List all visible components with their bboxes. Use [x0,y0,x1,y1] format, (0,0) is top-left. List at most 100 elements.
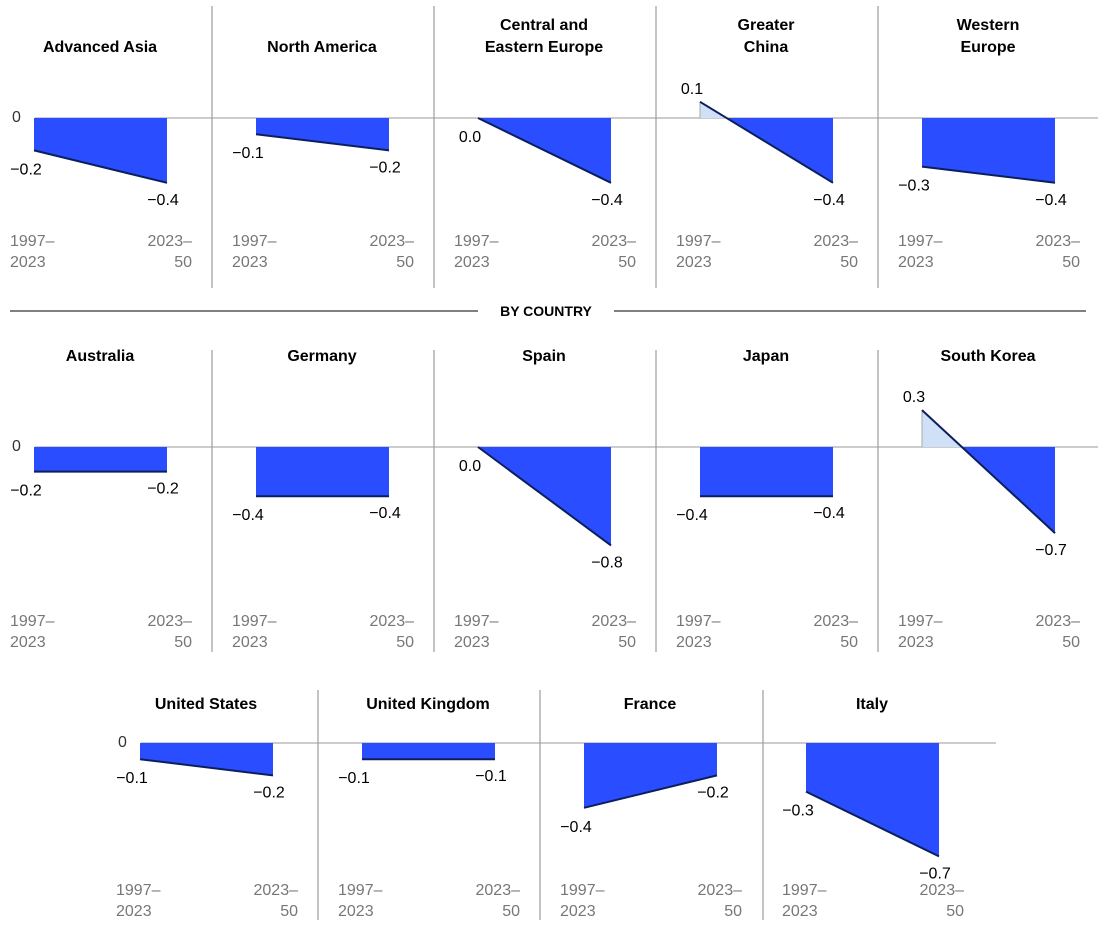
value-label-end: −0.2 [253,784,285,801]
panel-title: Spain [522,348,566,365]
x-tick-label: 50 [280,903,298,920]
value-label-end: −0.2 [147,481,179,498]
x-tick-label: 50 [1062,634,1080,651]
value-label-start: −0.1 [338,770,370,787]
x-tick-label: 2023 [232,254,268,271]
x-tick-label: 50 [618,254,636,271]
x-tick-label: 2023 [10,634,46,651]
x-tick-label: 1997– [10,613,55,630]
value-label-start: 0.0 [459,458,481,475]
panel: Central and Eastern Europe 0.0 −0.4 1997– 202… [454,17,636,271]
x-tick-label: 2023 [676,634,712,651]
x-tick-label: 1997– [232,233,277,250]
value-label-end: −0.2 [697,784,729,801]
trend-line [139,758,274,777]
panel-title: Greater [738,17,795,34]
x-tick-label: 2023– [814,613,859,630]
x-tick-label: 2023– [814,233,859,250]
panel-title: Europe [960,39,1015,56]
x-tick-label: 1997– [454,613,499,630]
x-tick-label: 1997– [232,613,277,630]
panel: Advanced Asia −0.2 −0.4 1997– 2023 2023– 50 [10,39,192,271]
trend-line [921,165,1056,184]
panel: Italy −0.3 −0.7 1997– 2023 2023– 50 [782,696,964,920]
negative-area [922,118,1055,183]
negative-area [140,743,273,776]
x-tick-label: 1997– [676,233,721,250]
zero-label: 0 [118,734,127,751]
value-label-end: −0.7 [1035,542,1067,559]
x-tick-label: 2023 [338,903,374,920]
panel-title: France [624,696,677,713]
x-tick-label: 2023 [10,254,46,271]
x-tick-label: 50 [396,634,414,651]
value-label-end: −0.4 [813,505,845,522]
panel-title: Western [957,17,1020,34]
trend-line [699,100,834,184]
x-tick-label: 50 [502,903,520,920]
x-tick-label: 2023 [454,634,490,651]
x-tick-label: 1997– [338,882,383,899]
trend-line [477,446,612,547]
value-label-end: −0.7 [919,865,951,882]
negative-area [584,743,717,808]
x-tick-label: 1997– [560,882,605,899]
x-tick-label: 50 [618,634,636,651]
negative-area [256,118,389,151]
x-tick-label: 50 [840,634,858,651]
x-tick-label: 2023– [148,613,193,630]
value-label-start: −0.4 [560,819,592,836]
x-tick-label: 1997– [454,233,499,250]
value-label-end: −0.4 [369,505,401,522]
panel-title: United States [155,696,257,713]
x-tick-label: 50 [946,903,964,920]
x-tick-label: 1997– [676,613,721,630]
trend-line [583,774,718,809]
x-tick-label: 2023– [1036,613,1081,630]
value-label-end: −0.1 [475,768,507,785]
negative-area [34,447,167,472]
value-label-start: −0.2 [10,161,42,178]
panel: Australia −0.2 −0.2 1997– 2023 2023– 50 [10,348,192,651]
x-tick-label: 2023– [592,233,637,250]
panel: Western Europe −0.3 −0.4 1997– 2023 2023– 50 [898,17,1080,271]
x-tick-label: 50 [724,903,742,920]
value-label-start: 0.3 [903,389,925,406]
negative-area [700,447,833,497]
x-tick-label: 50 [396,254,414,271]
x-tick-label: 50 [1062,254,1080,271]
x-tick-label: 1997– [782,882,827,899]
panel-title: North America [267,39,377,56]
panel: South Korea 0.3 −0.7 1997– 2023 2023– 50 [898,348,1080,651]
panel: Greater China 0.1 −0.4 1997– 2023 2023– 50 [676,17,858,271]
x-tick-label: 2023 [454,254,490,271]
x-tick-label: 1997– [898,233,943,250]
panel: Japan −0.4 −0.4 1997– 2023 2023– 50 [676,348,858,651]
x-tick-label: 2023 [898,254,934,271]
panel: United Kingdom −0.1 −0.1 1997– 2023 2023– 50 [338,696,520,920]
x-tick-label: 50 [174,254,192,271]
x-tick-label: 2023– [370,233,415,250]
x-tick-label: 2023 [898,634,934,651]
panel: France −0.4 −0.2 1997– 2023 2023– 50 [560,696,742,920]
value-label-end: −0.4 [591,192,623,209]
panel-title: Japan [743,348,789,365]
x-tick-label: 2023– [920,882,965,899]
panel-title: South Korea [940,348,1035,365]
panel-title: China [744,39,789,56]
value-label-end: −0.4 [1035,192,1067,209]
value-label-start: −0.1 [116,770,148,787]
value-label-end: −0.2 [369,159,401,176]
x-tick-label: 50 [174,634,192,651]
negative-area [806,743,939,857]
x-tick-label: 2023– [1036,233,1081,250]
value-label-end: −0.4 [813,192,845,209]
negative-area [362,743,495,760]
zero-label: 0 [12,438,21,455]
zero-label: 0 [12,109,21,126]
x-tick-label: 2023– [370,613,415,630]
